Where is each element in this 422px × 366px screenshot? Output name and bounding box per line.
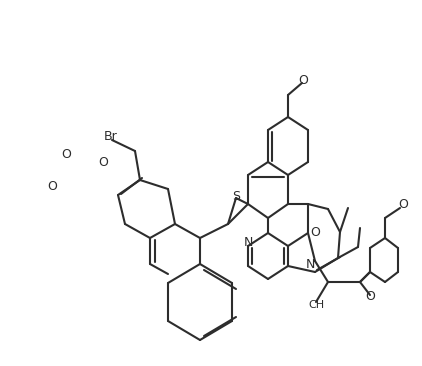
- Text: O: O: [98, 157, 108, 169]
- Text: O: O: [298, 74, 308, 86]
- Text: N: N: [243, 235, 253, 249]
- Text: O: O: [365, 291, 375, 303]
- Text: CH: CH: [308, 300, 324, 310]
- Text: Br: Br: [104, 130, 118, 142]
- Text: O: O: [310, 225, 320, 239]
- Text: O: O: [398, 198, 408, 212]
- Text: O: O: [61, 149, 71, 161]
- Text: S: S: [232, 190, 240, 202]
- Text: O: O: [47, 179, 57, 193]
- Text: N: N: [305, 258, 315, 270]
